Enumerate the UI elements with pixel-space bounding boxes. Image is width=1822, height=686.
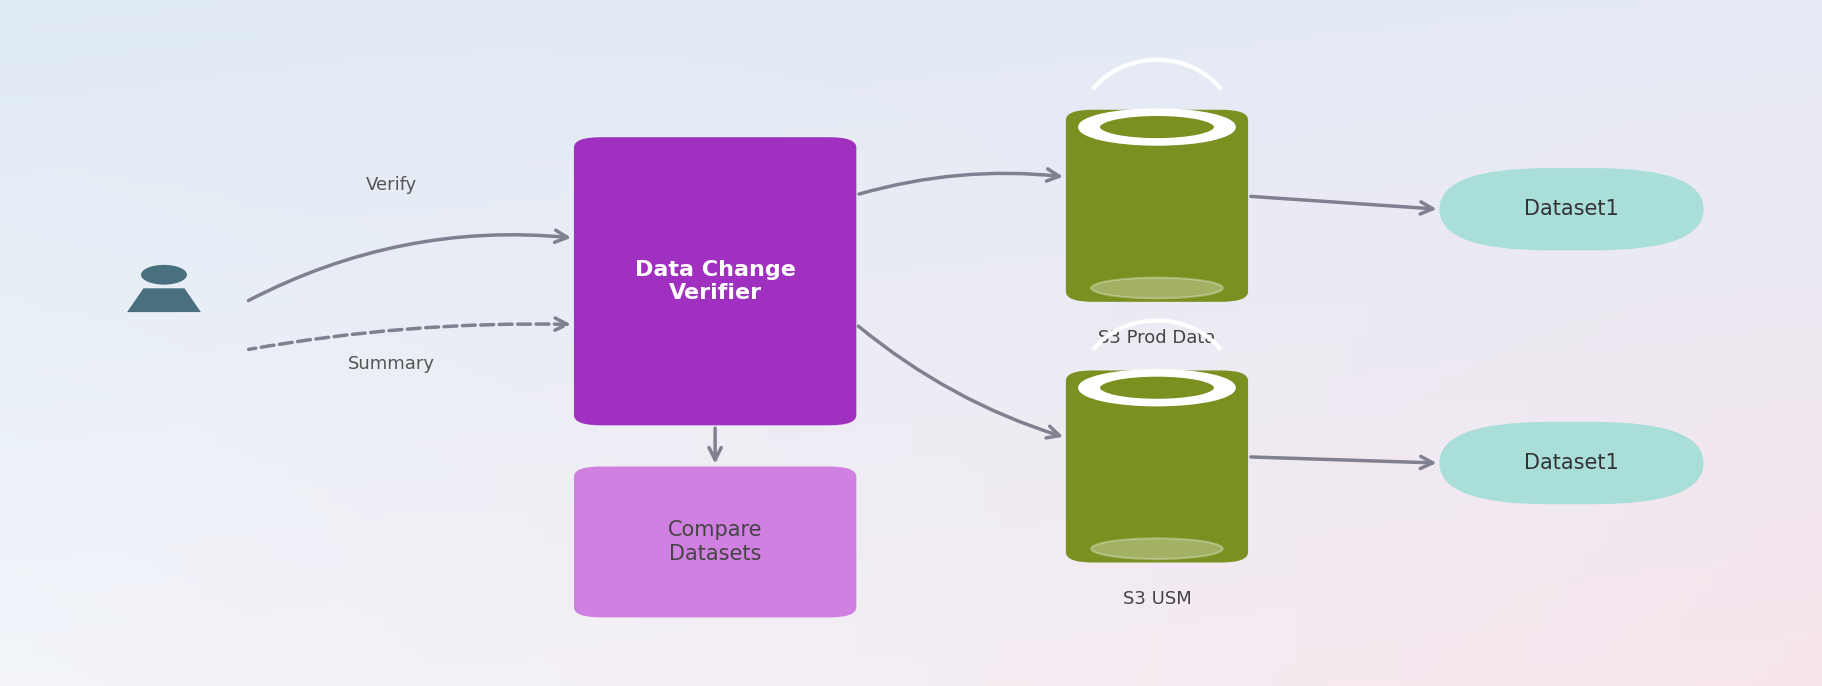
Text: S3 Prod Data: S3 Prod Data [1099,329,1215,347]
Ellipse shape [1079,370,1235,405]
Text: Dataset1: Dataset1 [1523,199,1620,220]
FancyBboxPatch shape [1066,110,1248,302]
Ellipse shape [1099,376,1215,400]
Ellipse shape [1099,115,1215,139]
Ellipse shape [1079,110,1235,144]
Polygon shape [128,288,200,312]
FancyBboxPatch shape [1439,168,1704,250]
Text: S3 USM: S3 USM [1122,590,1192,608]
Ellipse shape [1091,278,1223,298]
Text: Compare
Datasets: Compare Datasets [669,521,762,563]
FancyBboxPatch shape [1066,370,1248,563]
Text: Summary: Summary [348,355,435,372]
Text: Dataset1: Dataset1 [1523,453,1620,473]
FancyBboxPatch shape [574,137,856,425]
Ellipse shape [140,265,188,285]
Text: Verify: Verify [366,176,417,194]
FancyBboxPatch shape [574,466,856,617]
FancyBboxPatch shape [1439,422,1704,504]
Ellipse shape [1091,539,1223,559]
Text: Data Change
Verifier: Data Change Verifier [634,260,796,303]
